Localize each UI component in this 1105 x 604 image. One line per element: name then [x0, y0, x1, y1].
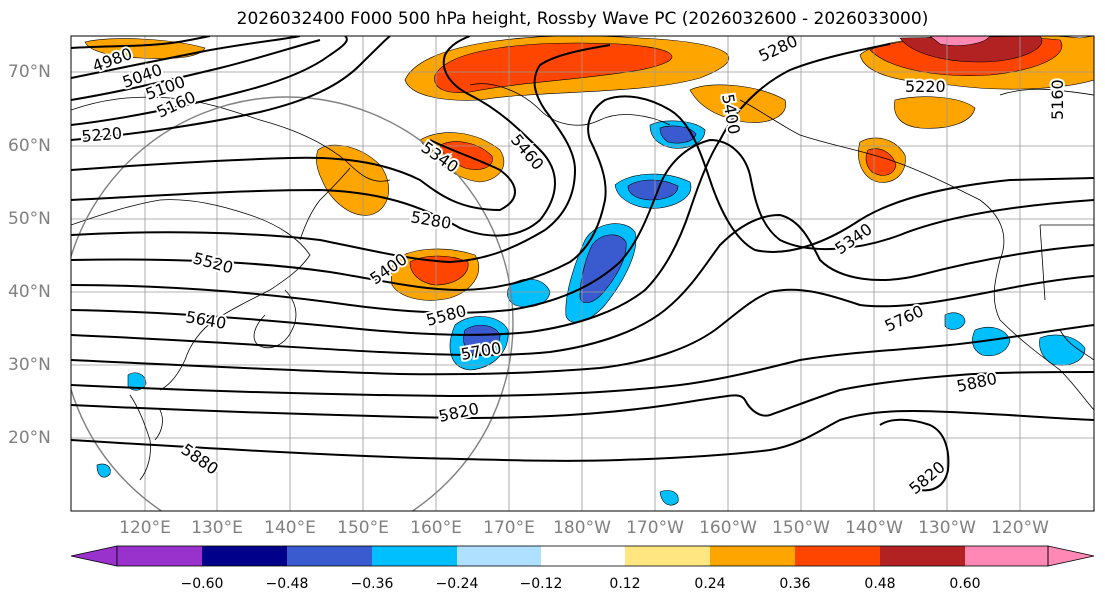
negative-anomaly-east-china: [127, 372, 147, 391]
lon-label-160w: 160°W: [699, 518, 757, 538]
colorbar-tick: −0.24: [435, 576, 479, 592]
colorbar-bin-11: [965, 546, 1048, 566]
colorbar-tick: −0.48: [265, 576, 309, 592]
positive-anomaly-kuril-core: [409, 255, 469, 286]
colorbar-tick: −0.12: [519, 576, 563, 592]
lat-label-40n: 40°N: [8, 282, 51, 302]
anomaly-shading: [84, 36, 1094, 506]
map-frame: [70, 35, 1095, 512]
negative-anomaly-california: [972, 327, 1011, 357]
colorbar-tick: 0.60: [949, 576, 981, 592]
contour-label-5280: 5280: [409, 207, 452, 233]
contour-label-5160-east: 5160: [1048, 79, 1067, 120]
lon-label-160e: 160°E: [410, 518, 462, 538]
wave-packet-circle: [71, 96, 514, 511]
lon-label-130e: 130°E: [191, 518, 243, 538]
colorbar-tick: 0.12: [609, 576, 641, 592]
positive-anomaly-alaska: [894, 96, 976, 129]
contour-label-5820-east: 5820: [905, 457, 948, 498]
negative-anomaly-subtrop: [944, 312, 966, 330]
colorbar-bin-8: [710, 546, 795, 566]
colorbar-tick: −0.36: [350, 576, 394, 592]
lat-label-50n: 50°N: [8, 209, 51, 229]
lon-label-130w: 130°W: [918, 518, 976, 538]
colorbar-bin-5: [457, 546, 541, 566]
height-contours: [71, 36, 1094, 492]
colorbar-bin-4: [372, 546, 457, 566]
positive-anomaly-siberia: [316, 144, 389, 216]
lon-label-150e: 150°E: [337, 518, 389, 538]
colorbar-bin-7: [625, 546, 710, 566]
negative-anomaly-aleutian-core: [627, 179, 679, 201]
lon-label-120e: 120°E: [119, 518, 171, 538]
lon-label-120w: 120°W: [991, 518, 1049, 538]
contour-label-5880: 5880: [178, 440, 222, 479]
coastlines: [71, 83, 1094, 481]
negative-anomaly-scs: [96, 463, 111, 478]
lat-label-70n: 70°N: [8, 62, 51, 82]
colorbar-bin-2: [202, 546, 287, 566]
contour-label-5520: 5520: [191, 249, 235, 278]
lon-label-170w: 170°W: [626, 518, 684, 538]
colorbar-tick: 0.48: [864, 576, 896, 592]
negative-anomaly-baja: [1039, 334, 1086, 366]
negative-anomaly-hawaii-w: [659, 490, 679, 506]
colorbar-bin-1: [117, 546, 202, 566]
lon-label-140e: 140°E: [264, 518, 316, 538]
map-title: 2026032400 F000 500 hPa height, Rossby W…: [236, 9, 929, 29]
negative-anomaly-japan-east-core: [463, 324, 501, 355]
contour-label-5820: 5820: [437, 399, 481, 426]
colorbar: [70, 545, 1095, 567]
contour-label-5220: 5220: [81, 124, 123, 146]
lat-label-20n: 20°N: [8, 428, 51, 448]
positive-anomaly-bering: [689, 84, 787, 123]
colorbar-tick: 0.24: [694, 576, 726, 592]
contour-label-5220-north: 5220: [905, 77, 946, 96]
lon-label-150w: 150°W: [772, 518, 830, 538]
contour-label-5640: 5640: [184, 307, 227, 333]
contour-label-5880-east: 5880: [955, 369, 999, 396]
positive-anomaly-ne-dark: [899, 36, 1043, 63]
colorbar-tick: 0.36: [779, 576, 811, 592]
lat-label-30n: 30°N: [8, 355, 51, 375]
colorbar-extend-low: [70, 545, 118, 567]
lon-label-180w: 180°W: [553, 518, 611, 538]
negative-anomaly-trough-core: [579, 234, 627, 304]
positive-anomaly-gulf-core: [865, 148, 897, 176]
colorbar-extend-high: [1047, 545, 1095, 567]
positive-anomaly-arctic-core: [434, 42, 673, 93]
colorbar-bin-9: [795, 546, 880, 566]
colorbar-bin-3: [287, 546, 372, 566]
lat-label-60n: 60°N: [8, 136, 51, 156]
colorbar-tick: −0.60: [180, 576, 224, 592]
lon-label-140w: 140°W: [845, 518, 903, 538]
graticule: [71, 36, 1094, 511]
colorbar-bin-6: [541, 546, 625, 566]
colorbar-bin-10: [880, 546, 965, 566]
negative-anomaly-bering-core: [659, 125, 697, 144]
lon-label-170e: 170°E: [483, 518, 535, 538]
